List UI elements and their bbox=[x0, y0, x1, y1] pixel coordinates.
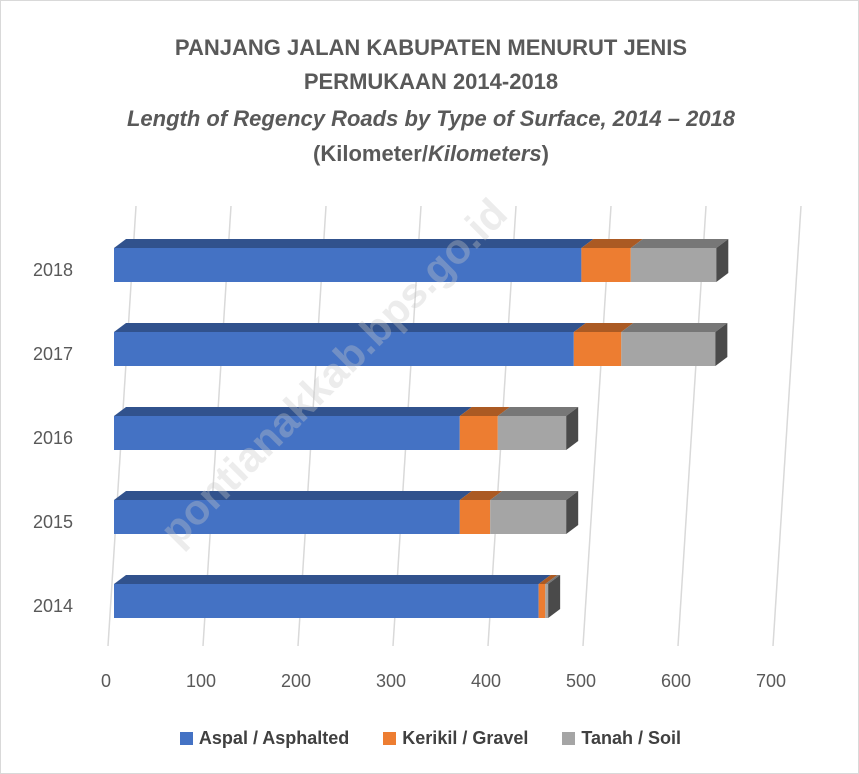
x-tick-label: 400 bbox=[471, 671, 501, 691]
bar bbox=[630, 248, 717, 282]
bar bbox=[459, 500, 491, 534]
bar bbox=[545, 584, 549, 618]
x-tick-label: 100 bbox=[186, 671, 216, 691]
bar bbox=[114, 248, 582, 282]
bar-top bbox=[581, 239, 643, 248]
y-tick-label: 2016 bbox=[33, 428, 73, 448]
y-tick-label: 2017 bbox=[33, 344, 73, 364]
bar-side bbox=[548, 575, 561, 618]
legend-item: Kerikil / Gravel bbox=[383, 728, 528, 749]
bar bbox=[621, 332, 716, 366]
bar-top bbox=[459, 491, 503, 500]
bar bbox=[497, 416, 567, 450]
bar-top bbox=[630, 239, 729, 248]
bar-side bbox=[566, 491, 579, 534]
bar bbox=[573, 332, 622, 366]
bar-top bbox=[114, 323, 586, 332]
bar-top bbox=[114, 239, 594, 248]
x-tick-label: 600 bbox=[661, 671, 691, 691]
grid-line bbox=[772, 205, 802, 647]
y-tick-label: 2015 bbox=[33, 512, 73, 532]
x-tick-label: 500 bbox=[566, 671, 596, 691]
bar-top bbox=[459, 407, 510, 416]
legend-label: Kerikil / Gravel bbox=[402, 728, 529, 748]
bar bbox=[114, 584, 539, 618]
legend-item: Tanah / Soil bbox=[562, 728, 681, 749]
bar-top bbox=[538, 575, 558, 584]
y-tick-label: 2014 bbox=[33, 596, 73, 616]
y-tick-label: 2018 bbox=[33, 260, 73, 280]
legend-item: Aspal / Asphalted bbox=[179, 728, 350, 749]
legend-swatch bbox=[383, 732, 397, 745]
bar-top bbox=[573, 323, 634, 332]
bar-top bbox=[114, 407, 472, 416]
legend-swatch bbox=[562, 732, 576, 745]
subtitle-part: Kilometers bbox=[427, 141, 542, 166]
x-tick-label: 700 bbox=[756, 671, 786, 691]
bar bbox=[114, 416, 460, 450]
bar-side bbox=[716, 239, 729, 282]
legend-label: Tanah / Soil bbox=[581, 728, 682, 748]
x-tick-label: 300 bbox=[376, 671, 406, 691]
x-tick-label: 200 bbox=[281, 671, 311, 691]
legend: Aspal / Asphalted Kerikil / Gravel Tanah /… bbox=[1, 728, 858, 749]
chart-subtitle: Length of Regency Roads by Type of Surfa… bbox=[101, 101, 761, 171]
bar-top bbox=[545, 575, 561, 584]
bar bbox=[538, 584, 546, 618]
bar-side bbox=[566, 407, 579, 450]
bar bbox=[114, 500, 460, 534]
bar bbox=[114, 332, 574, 366]
subtitle-part: Length of Regency Roads by Type of Surfa… bbox=[126, 106, 736, 131]
bar-side bbox=[715, 323, 728, 366]
bar-top bbox=[114, 491, 472, 500]
bar-top bbox=[497, 407, 579, 416]
bar-top bbox=[114, 575, 551, 584]
x-tick-label: 0 bbox=[101, 671, 111, 691]
legend-label: Aspal / Asphalted bbox=[198, 728, 350, 748]
bar bbox=[581, 248, 631, 282]
bar bbox=[459, 416, 498, 450]
subtitle-part: ) bbox=[541, 141, 549, 166]
bar-top bbox=[621, 323, 728, 332]
bar bbox=[490, 500, 567, 534]
chart-title: PANJANG JALAN KABUPATEN MENURUT JENIS PE… bbox=[174, 35, 688, 94]
legend-swatch bbox=[179, 732, 193, 745]
subtitle-part: (Kilometer/ bbox=[313, 141, 428, 166]
bar-top bbox=[490, 491, 579, 500]
